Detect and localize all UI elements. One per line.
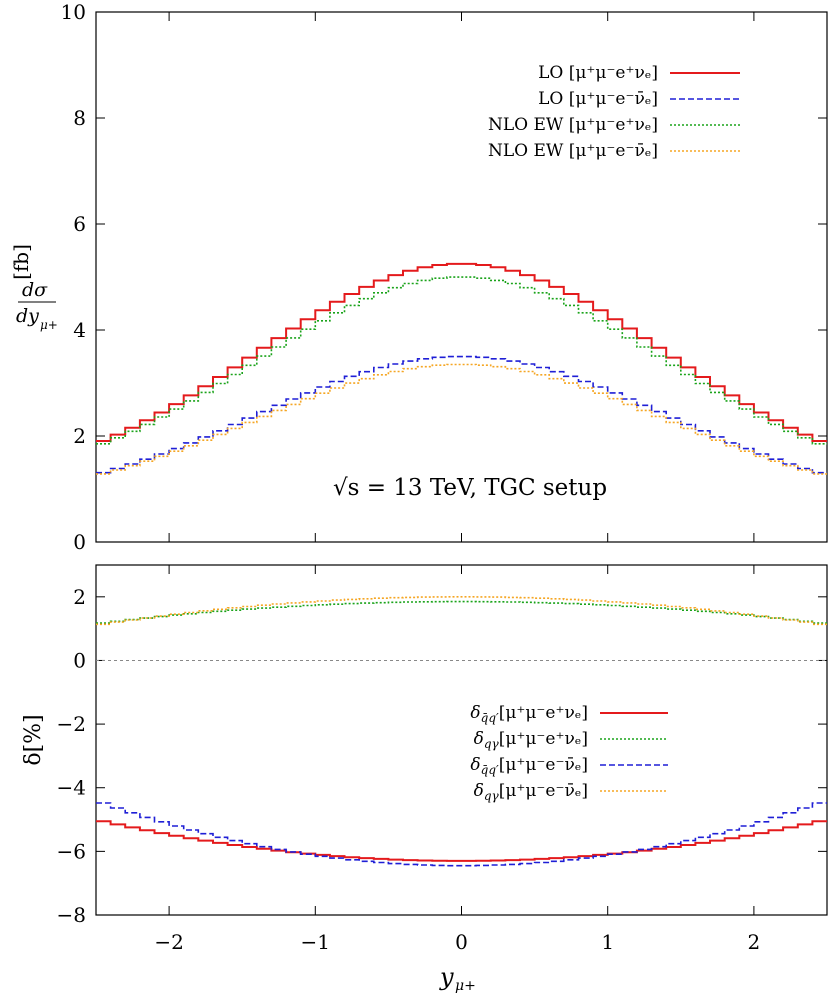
top-axis-ticks: 0 2 4 6 8 10 [61, 0, 827, 554]
x-tick-label: 0 [455, 930, 468, 954]
x-tick-label: −1 [301, 930, 330, 954]
xlabel-main: y [439, 963, 454, 991]
legend-label: δqγ[μ⁺μ⁻e⁺νₑ] [474, 729, 588, 751]
xlabel: y μ+ [439, 963, 476, 994]
legend-label: LO [μ⁺μ⁻e⁻ν̄ₑ] [538, 89, 658, 109]
ylabel-denominator: dy [16, 305, 39, 327]
y-tick-label: 2 [73, 585, 86, 609]
y-tick-label: 0 [73, 648, 86, 672]
y-tick-label: −4 [57, 776, 86, 800]
legend-label: NLO EW [μ⁺μ⁻e⁻ν̄ₑ] [488, 141, 658, 161]
y-tick-label: −6 [57, 839, 86, 863]
bottom-ylabel: δ[%] [21, 714, 46, 765]
series-line-0-2 [96, 276, 827, 445]
top-legend: LO [μ⁺μ⁻e⁺νₑ] LO [μ⁺μ⁻e⁻ν̄ₑ] NLO EW [μ⁺μ⁻e… [488, 63, 740, 161]
x-tick-label: 1 [601, 930, 614, 954]
legend-label: δq̄q′[μ⁺μ⁻e⁻ν̄ₑ] [470, 755, 588, 777]
ylabel-unit: [fb] [9, 244, 33, 280]
ylabel-subscript: μ+ [40, 318, 58, 332]
series-line-1-0 [96, 820, 827, 862]
x-tick-label: −2 [154, 930, 183, 954]
series-line-0-0 [96, 262, 827, 442]
bottom-legend: δq̄q′[μ⁺μ⁻e⁺νₑ] δqγ[μ⁺μ⁻e⁺νₑ] δq̄q′[μ⁺μ⁻e⁻… [470, 703, 668, 803]
x-tick-label: 2 [748, 930, 761, 954]
xlabel-subscript: μ+ [455, 978, 476, 994]
bottom-series-group [96, 596, 827, 867]
series-line-0-3 [96, 363, 827, 475]
y-tick-label: −8 [57, 903, 86, 927]
series-line-1-1 [96, 600, 827, 624]
bottom-panel-frame [95, 564, 828, 916]
legend-label: NLO EW [μ⁺μ⁻e⁺νₑ] [488, 115, 658, 135]
series-line-1-3 [96, 596, 827, 626]
y-tick-label: 4 [73, 318, 86, 342]
y-tick-label: 2 [73, 424, 86, 448]
legend-label: LO [μ⁺μ⁻e⁺νₑ] [538, 63, 658, 83]
legend-label: δqγ[μ⁺μ⁻e⁻ν̄ₑ] [474, 781, 588, 803]
series-line-0-1 [96, 355, 827, 474]
y-tick-label: 6 [73, 212, 86, 236]
y-tick-label: 0 [73, 530, 86, 554]
y-tick-label: 10 [61, 0, 86, 24]
bottom-axis-ticks: −2 −1 0 1 2 −8 −6 −4 −2 0 2 [57, 565, 827, 954]
top-ylabel: dσ dy μ+ [fb] [9, 244, 58, 332]
y-tick-label: 8 [73, 106, 86, 130]
series-line-1-2 [96, 802, 827, 867]
legend-label: δq̄q′[μ⁺μ⁻e⁺νₑ] [470, 703, 588, 725]
ylabel-numerator: dσ [22, 279, 48, 301]
y-tick-label: −2 [57, 712, 86, 736]
energy-annotation: √s = 13 TeV, TGC setup [333, 475, 607, 501]
top-series-group [96, 262, 827, 475]
